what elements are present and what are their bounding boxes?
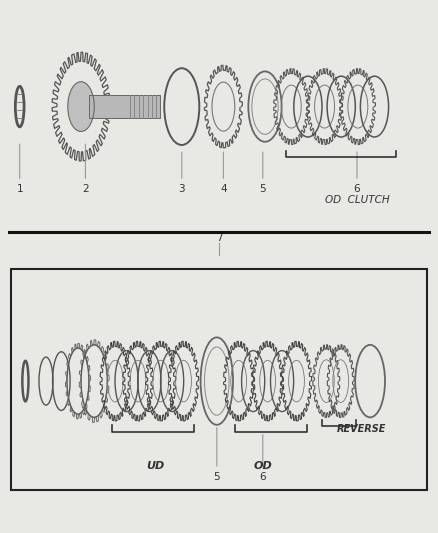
Text: 5: 5	[213, 427, 220, 482]
Ellipse shape	[68, 82, 94, 132]
Text: 6: 6	[259, 434, 266, 482]
Bar	[11, 269, 427, 490]
Text: OD  CLUTCH: OD CLUTCH	[325, 195, 389, 205]
Text: 4: 4	[220, 152, 227, 194]
Text: 3: 3	[178, 152, 185, 194]
Text: 7: 7	[215, 232, 223, 243]
Text: 2: 2	[82, 144, 89, 194]
Text: 6: 6	[353, 152, 360, 194]
Text: OD: OD	[254, 461, 272, 471]
FancyBboxPatch shape	[89, 95, 160, 118]
Text: 5: 5	[259, 152, 266, 194]
Text: 1: 1	[16, 144, 23, 194]
Text: REVERSE: REVERSE	[337, 424, 386, 434]
Text: UD: UD	[146, 461, 165, 471]
